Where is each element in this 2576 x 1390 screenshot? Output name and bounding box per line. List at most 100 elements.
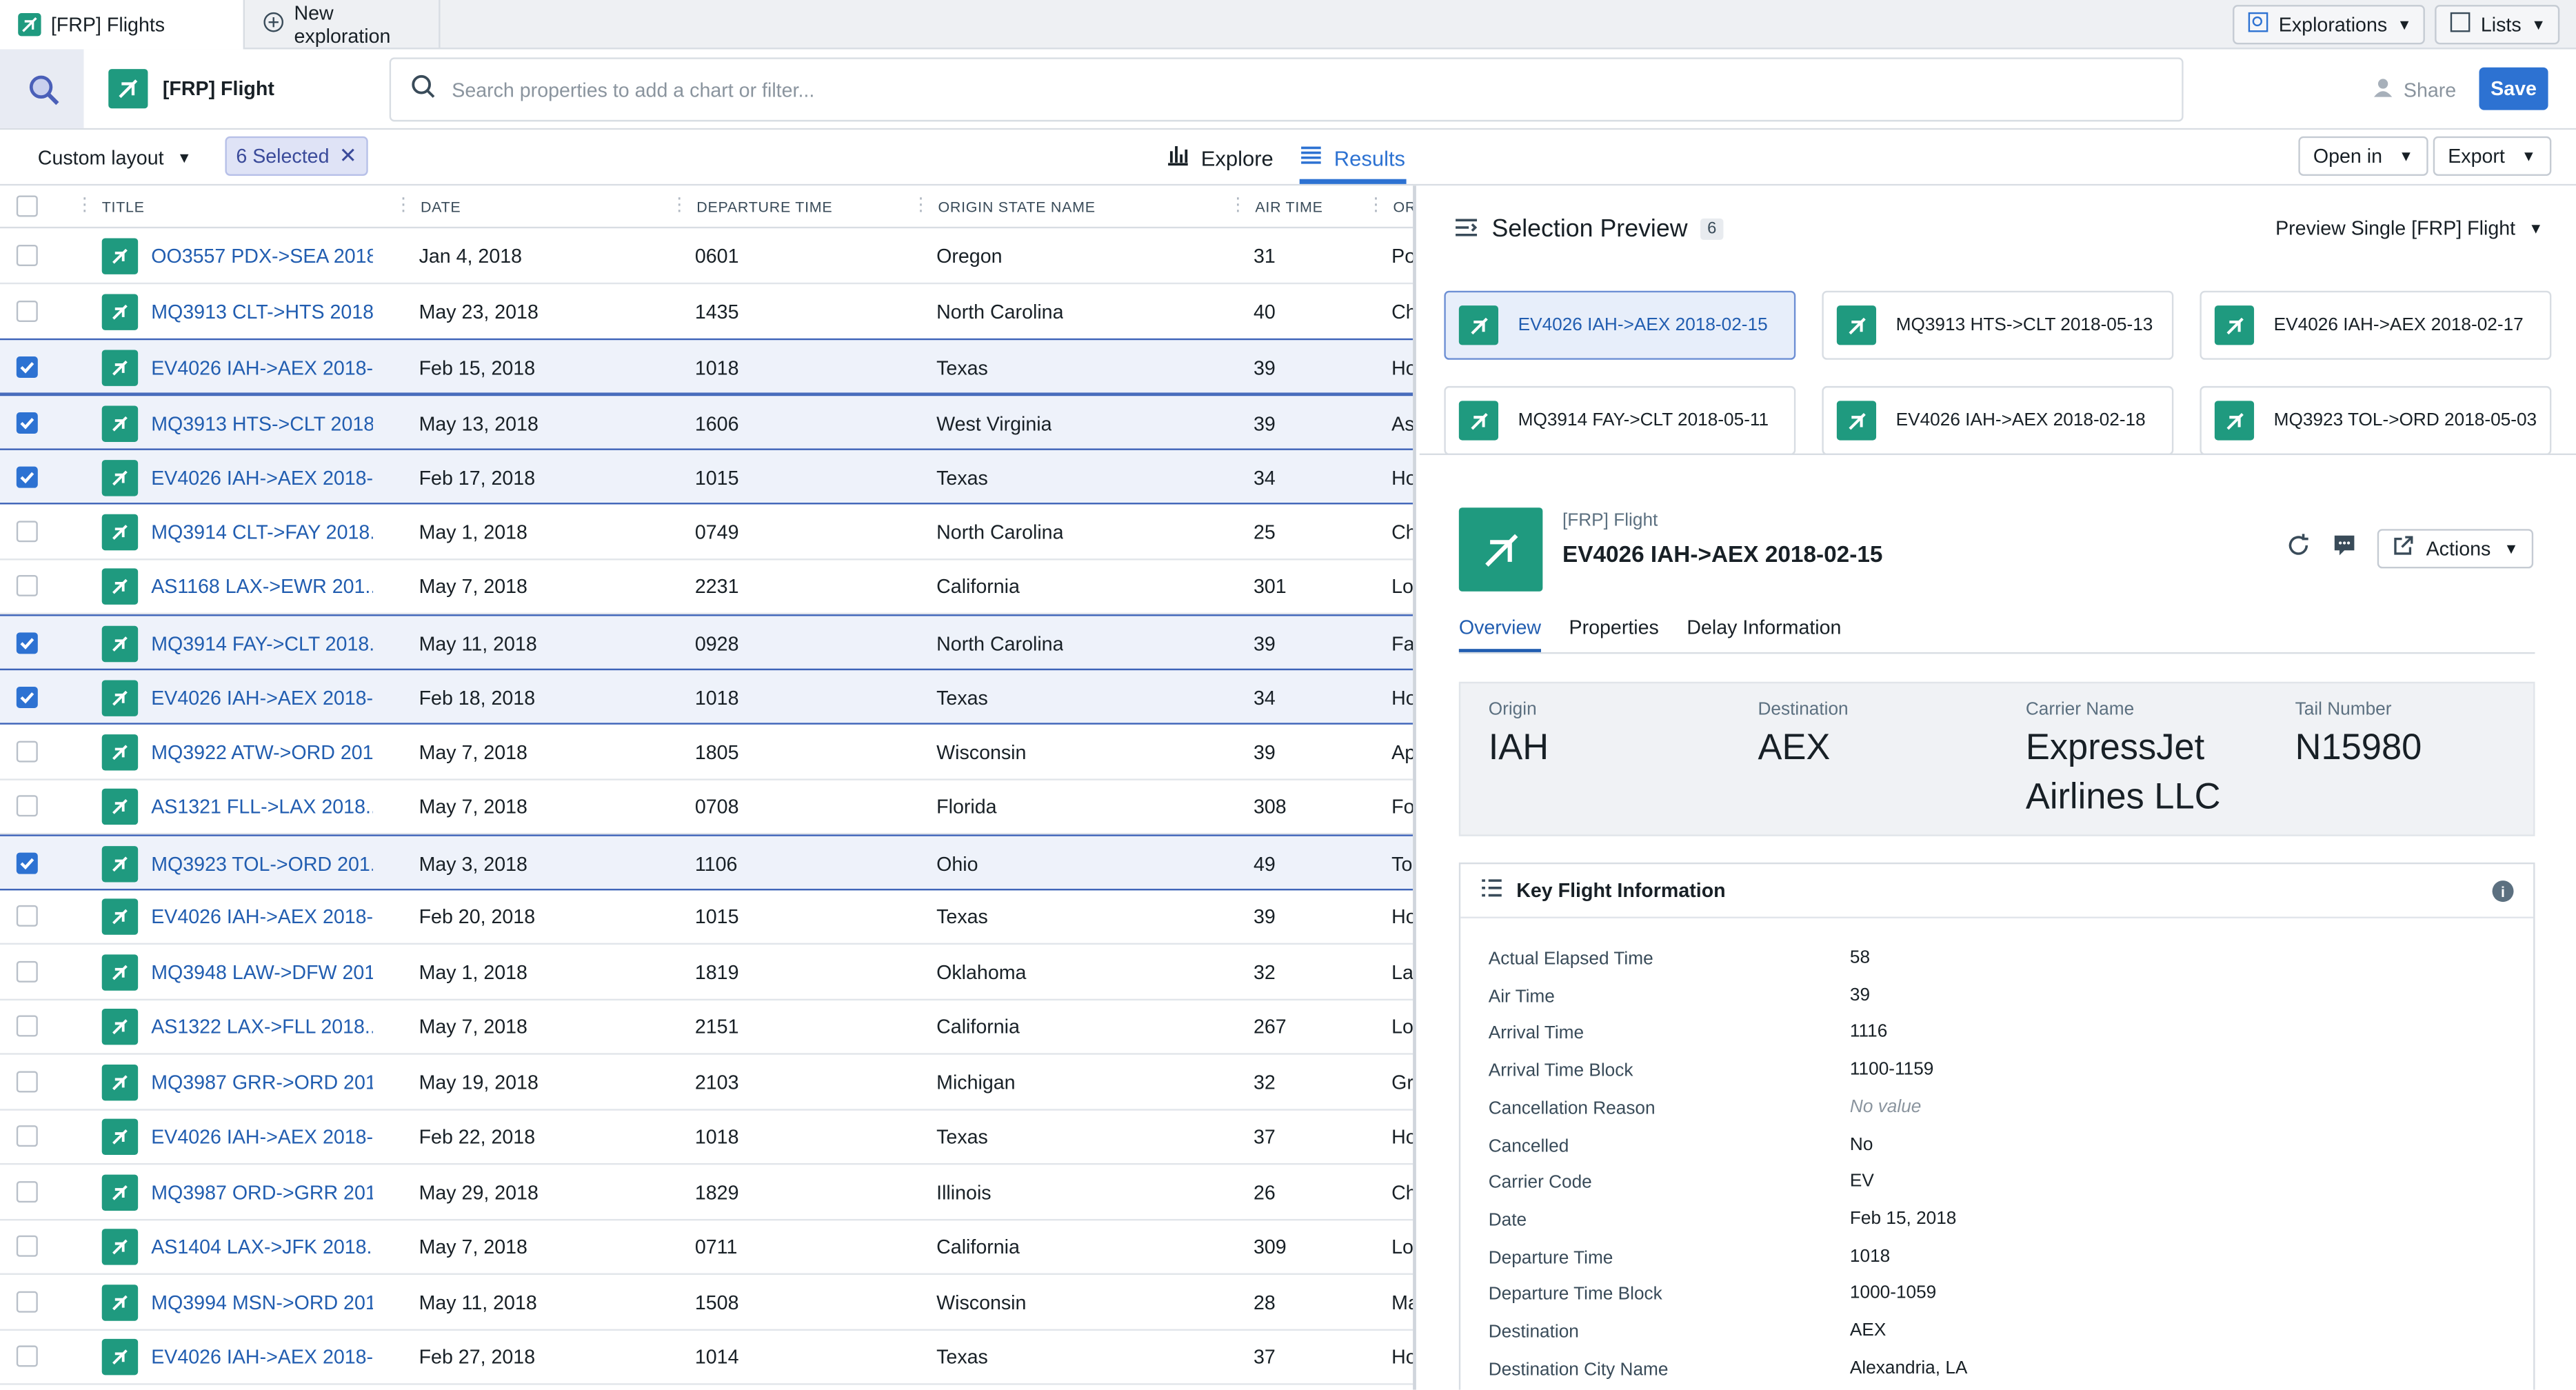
row-checkbox[interactable] — [16, 411, 38, 433]
table-row[interactable]: MQ3987 ORD->GRR 201... May 29, 2018 1829 Il… — [0, 1164, 1413, 1220]
drag-handle-icon[interactable]: ⋮ — [912, 195, 931, 216]
cell-title[interactable]: MQ3914 CLT->FAY 2018... — [151, 520, 373, 543]
refresh-icon[interactable] — [2285, 532, 2311, 566]
drag-handle-icon[interactable]: ⋮ — [75, 195, 94, 216]
table-row[interactable]: AS1404 LAX->JFK 2018... May 7, 2018 0711 Ca… — [0, 1219, 1413, 1275]
row-checkbox[interactable] — [16, 1015, 38, 1037]
close-icon[interactable]: ✕ — [339, 143, 357, 168]
row-checkbox[interactable] — [16, 795, 38, 817]
export-dropdown[interactable]: Export ▼ — [2433, 136, 2551, 176]
cell-title[interactable]: MQ3922 ATW->ORD 201... — [151, 740, 373, 763]
table-row[interactable]: MQ3913 CLT->HTS 2018... May 23, 2018 1435 N… — [0, 283, 1413, 340]
selection-card[interactable]: MQ3914 FAY->CLT 2018-05-11 — [1444, 385, 1796, 456]
selection-card[interactable]: EV4026 IAH->AEX 2018-02-18 — [1822, 385, 2174, 456]
drag-handle-icon[interactable]: ⋮ — [1229, 195, 1248, 216]
cell-title[interactable]: MQ3913 HTS->CLT 2018... — [151, 411, 373, 435]
table-row[interactable]: MQ3948 LAW->DFW 201... May 1, 2018 1819 Okl… — [0, 944, 1413, 1000]
row-checkbox[interactable] — [16, 852, 38, 874]
cell-title[interactable]: MQ3923 TOL->ORD 201... — [151, 852, 373, 875]
preview-mode-dropdown[interactable]: Preview Single [FRP] Flight ▼ — [2275, 217, 2543, 240]
cell-title[interactable]: MQ3994 MSN->ORD 201... — [151, 1290, 373, 1313]
row-checkbox[interactable] — [16, 1235, 38, 1257]
table-row[interactable]: AS1168 LAX->EWR 201... May 7, 2018 2231 Cal… — [0, 558, 1413, 615]
exploration-icon[interactable] — [0, 49, 84, 128]
drag-handle-icon[interactable]: ⋮ — [394, 195, 413, 216]
row-checkbox[interactable] — [16, 245, 38, 266]
cell-title[interactable]: MQ3987 GRR->ORD 201... — [151, 1070, 373, 1094]
column-header-air-time[interactable]: AIR TIME — [1255, 199, 1323, 216]
row-checkbox[interactable] — [16, 1070, 38, 1092]
table-row[interactable]: EV4026 IAH->AEX 2018-... Feb 27, 2018 1014… — [0, 1329, 1413, 1385]
tab-explore[interactable]: Explore — [1167, 145, 1274, 171]
tab-delay-information[interactable]: Delay Information — [1687, 616, 1842, 639]
row-checkbox[interactable] — [16, 299, 38, 321]
selection-card[interactable]: MQ3923 TOL->ORD 2018-05-03 — [2200, 385, 2552, 456]
tab-overview[interactable]: Overview — [1458, 616, 1542, 652]
row-checkbox[interactable] — [16, 632, 38, 654]
row-checkbox[interactable] — [16, 905, 38, 927]
comment-icon[interactable] — [2331, 532, 2357, 566]
selected-count-chip[interactable]: 6 Selected ✕ — [225, 136, 368, 176]
tab-frp-flights[interactable]: [FRP] Flights — [0, 0, 245, 50]
property-search[interactable] — [389, 57, 2184, 122]
row-checkbox[interactable] — [16, 960, 38, 982]
drag-handle-icon[interactable]: ⋮ — [1367, 195, 1386, 216]
tab-properties[interactable]: Properties — [1569, 616, 1659, 639]
row-checkbox[interactable] — [16, 1180, 38, 1202]
explorations-dropdown[interactable]: Explorations ▼ — [2233, 5, 2425, 45]
table-row[interactable]: OO3557 PDX->SEA 2018... Jan 4, 2018 0601 Or… — [0, 228, 1413, 285]
table-row[interactable]: EV4026 IAH->AEX 2018-... Feb 17, 2018 1015… — [0, 448, 1413, 505]
cell-title[interactable]: MQ3987 ORD->GRR 201... — [151, 1180, 373, 1204]
column-header-title[interactable]: TITLE — [101, 199, 145, 216]
table-row[interactable]: MQ3994 MSN->ORD 201... May 11, 2018 1508 Wi… — [0, 1274, 1413, 1330]
row-checkbox[interactable] — [16, 520, 38, 542]
selection-card[interactable]: MQ3913 HTS->CLT 2018-05-13 — [1822, 290, 2174, 360]
cell-title[interactable]: AS1168 LAX->EWR 201... — [151, 574, 373, 598]
cell-title[interactable]: EV4026 IAH->AEX 2018-... — [151, 1345, 373, 1369]
drag-handle-icon[interactable]: ⋮ — [670, 195, 690, 216]
row-checkbox[interactable] — [16, 1125, 38, 1147]
cell-title[interactable]: AS1404 LAX->JFK 2018... — [151, 1235, 373, 1259]
save-button[interactable]: Save — [2479, 67, 2548, 110]
cell-title[interactable]: MQ3948 LAW->DFW 201... — [151, 960, 373, 984]
row-checkbox[interactable] — [16, 686, 38, 708]
cell-title[interactable]: EV4026 IAH->AEX 2018-... — [151, 905, 373, 929]
table-row[interactable]: MQ3914 FAY->CLT 2018... May 11, 2018 0928 N… — [0, 613, 1413, 669]
column-header-origin-state[interactable]: ORIGIN STATE NAME — [938, 199, 1096, 216]
table-row[interactable]: EV4026 IAH->AEX 2018-... Feb 15, 2018 1018… — [0, 338, 1413, 394]
tab-new-exploration[interactable]: New exploration — [245, 0, 441, 50]
share-button[interactable]: Share — [2373, 77, 2456, 103]
row-checkbox[interactable] — [16, 740, 38, 762]
cell-title[interactable]: EV4026 IAH->AEX 2018-... — [151, 356, 373, 380]
lists-dropdown[interactable]: Lists ▼ — [2435, 5, 2560, 45]
cell-title[interactable]: MQ3914 FAY->CLT 2018... — [151, 632, 373, 655]
selection-card[interactable]: EV4026 IAH->AEX 2018-02-15 — [1444, 290, 1796, 360]
cell-title[interactable]: AS1322 LAX->FLL 2018... — [151, 1015, 373, 1038]
table-row[interactable]: MQ3923 TOL->ORD 201... May 3, 2018 1106 Ohi… — [0, 834, 1413, 890]
selection-card[interactable]: EV4026 IAH->AEX 2018-02-17 — [2200, 290, 2552, 360]
table-row[interactable]: EV4026 IAH->AEX 2018-... Feb 22, 2018 1018… — [0, 1109, 1413, 1165]
column-header-departure-time[interactable]: DEPARTURE TIME — [696, 199, 833, 216]
info-icon[interactable]: i — [2492, 880, 2514, 903]
layout-dropdown[interactable]: Custom layout ▼ — [38, 146, 192, 169]
actions-dropdown[interactable]: Actions ▼ — [2377, 529, 2534, 569]
row-checkbox[interactable] — [16, 466, 38, 488]
table-row[interactable]: MQ3913 HTS->CLT 2018... May 13, 2018 1606 W… — [0, 393, 1413, 450]
cell-title[interactable]: OO3557 PDX->SEA 2018... — [151, 245, 373, 268]
open-in-dropdown[interactable]: Open in ▼ — [2298, 136, 2428, 176]
table-row[interactable]: EV4026 IAH->AEX 2018-... Feb 20, 2018 1015… — [0, 889, 1413, 945]
row-checkbox[interactable] — [16, 356, 38, 379]
row-checkbox[interactable] — [16, 1290, 38, 1312]
collapse-panel-icon[interactable] — [1454, 217, 1479, 247]
table-row[interactable]: MQ3922 ATW->ORD 201... May 7, 2018 1805 Wis… — [0, 724, 1413, 780]
column-header-date[interactable]: DATE — [420, 199, 461, 216]
search-input[interactable] — [452, 78, 1931, 101]
row-checkbox[interactable] — [16, 574, 38, 596]
cell-title[interactable]: AS1321 FLL->LAX 2018... — [151, 795, 373, 818]
table-row[interactable]: AS1322 LAX->FLL 2018... May 7, 2018 2151 Ca… — [0, 999, 1413, 1055]
tab-results[interactable]: Results — [1300, 145, 1405, 171]
cell-title[interactable]: EV4026 IAH->AEX 2018-... — [151, 1125, 373, 1149]
column-header-origin[interactable]: OR — [1393, 199, 1416, 216]
table-row[interactable]: MQ3914 CLT->FAY 2018... May 1, 2018 0749 No… — [0, 503, 1413, 560]
table-row[interactable]: AS1321 FLL->LAX 2018... May 7, 2018 0708 Fl… — [0, 778, 1413, 835]
